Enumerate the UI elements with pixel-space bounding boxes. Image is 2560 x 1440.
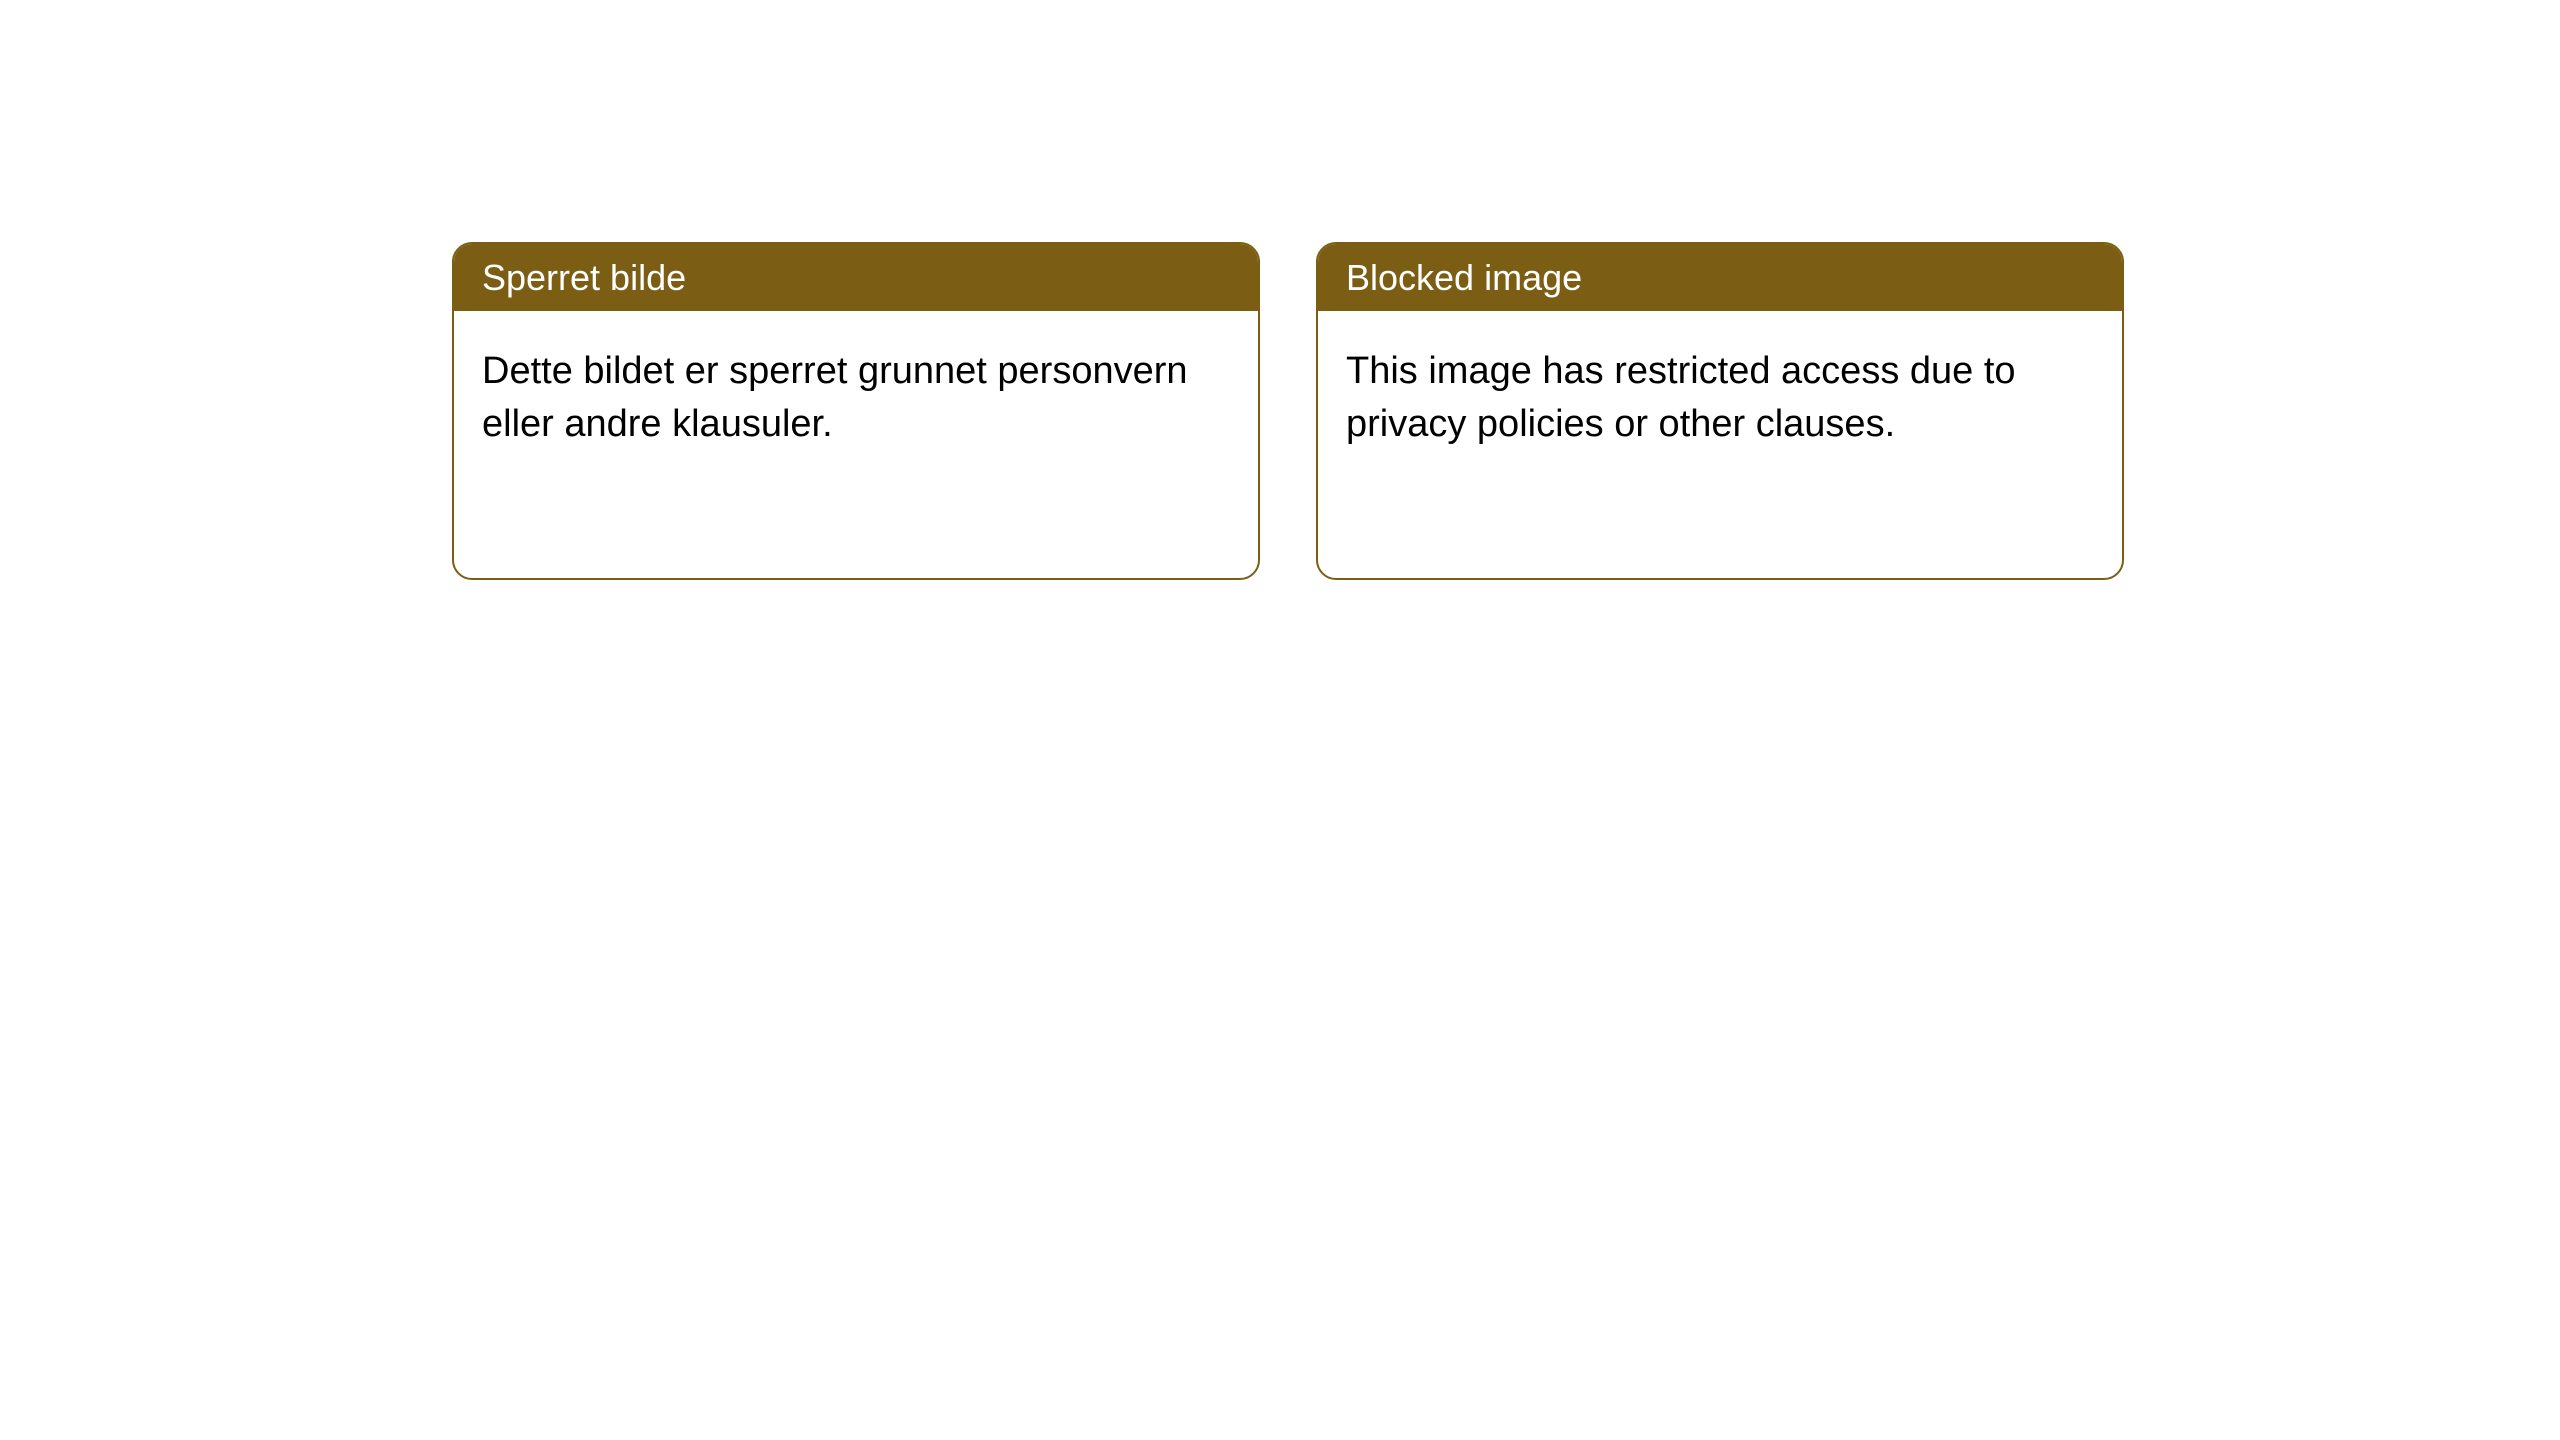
notice-body: Dette bildet er sperret grunnet personve… xyxy=(454,311,1258,484)
notice-card-norwegian: Sperret bilde Dette bildet er sperret gr… xyxy=(452,242,1260,580)
notice-header: Sperret bilde xyxy=(454,244,1258,311)
notice-body: This image has restricted access due to … xyxy=(1318,311,2122,484)
notice-header: Blocked image xyxy=(1318,244,2122,311)
notice-card-english: Blocked image This image has restricted … xyxy=(1316,242,2124,580)
notices-container: Sperret bilde Dette bildet er sperret gr… xyxy=(0,0,2560,580)
